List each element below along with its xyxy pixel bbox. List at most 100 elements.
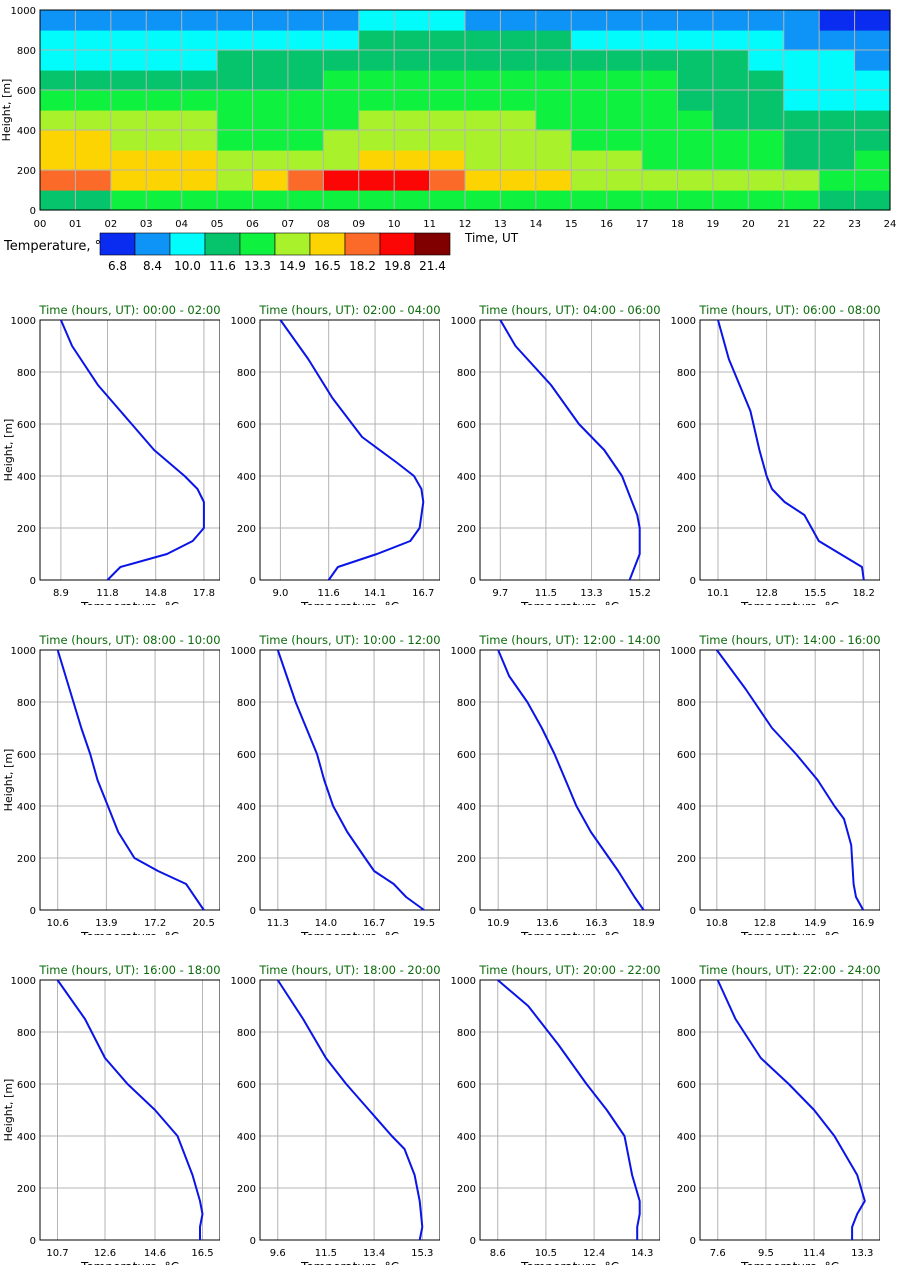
heatmap-cell <box>783 130 820 151</box>
profile-x-tick-label: 9.0 <box>272 588 288 599</box>
heatmap-cell <box>394 190 431 211</box>
heatmap-cell <box>252 190 289 211</box>
heatmap-cell <box>677 190 714 211</box>
heatmap-cell <box>571 70 608 91</box>
temperature-profile-chart: Time (hours, UT): 22:00 - 24:00 0 200 400 60… <box>671 963 880 1265</box>
heatmap-cell <box>748 190 785 211</box>
profile-y-tick-label: 1000 <box>671 316 696 327</box>
profile-title-prefix: Time (hours, UT): <box>38 963 142 977</box>
legend-swatch <box>169 232 206 256</box>
legend-swatch <box>99 232 136 256</box>
heatmap-cell <box>75 170 112 191</box>
heatmap-cell <box>819 10 856 31</box>
profile-title-prefix: Time (hours, UT): <box>698 303 802 317</box>
heatmap-cell <box>535 50 572 71</box>
profile-y-tick-label: 200 <box>17 1184 36 1195</box>
heatmap-cell <box>606 70 643 91</box>
legend-value-label: 10.0 <box>174 259 201 273</box>
heatmap-cell <box>642 170 679 191</box>
profile-y-tick-label: 0 <box>30 906 36 917</box>
profile-y-tick-label: 200 <box>457 854 476 865</box>
heatmap-cell <box>571 110 608 131</box>
heatmap-cell <box>712 150 749 171</box>
profile-x-tick-label: 10.9 <box>487 918 509 929</box>
heatmap-cell <box>323 150 360 171</box>
heatmap-cell <box>252 110 289 131</box>
profile-title-period: 14:00 - 16:00 <box>803 633 880 647</box>
heatmap-cell <box>146 70 183 91</box>
heatmap-cell <box>287 50 324 71</box>
profile-frame <box>479 979 660 1241</box>
profile-y-tick-label: 400 <box>237 802 256 813</box>
heatmap-cell <box>535 70 572 91</box>
heatmap-cell <box>854 50 891 71</box>
heatmap-cell <box>323 110 360 131</box>
profile-y-tick-label: 800 <box>237 698 256 709</box>
heatmap-cell <box>110 30 147 51</box>
profile-x-tick-label: 17.2 <box>144 918 166 929</box>
profile-y-tick-label: 0 <box>30 1236 36 1247</box>
profile-x-tick-label: 14.1 <box>364 588 386 599</box>
heatmap-cell <box>571 150 608 171</box>
heatmap-cell <box>358 30 395 51</box>
heatmap-cell <box>606 110 643 131</box>
profile-y-tick-label: 1000 <box>451 316 476 327</box>
profile-y-tick-label: 1000 <box>671 646 696 657</box>
profile-x-tick-label: 15.5 <box>804 588 826 599</box>
heatmap-x-tick-label: 21 <box>777 219 790 230</box>
profile-x-tick-label: 13.9 <box>95 918 117 929</box>
heatmap-cell <box>75 30 112 51</box>
heatmap-cell <box>252 30 289 51</box>
profile-x-tick-label: 11.6 <box>318 588 340 599</box>
heatmap-cell <box>606 30 643 51</box>
heatmap-x-tick-label: 07 <box>282 219 295 230</box>
heatmap-cell <box>287 10 324 31</box>
profile-x-tick-label: 14.3 <box>631 1248 653 1259</box>
heatmap-cell <box>854 90 891 111</box>
profile-title: Time (hours, UT): 20:00 - 22:00 <box>478 963 660 977</box>
heatmap-cell <box>571 170 608 191</box>
heatmap-x-tick-label: 22 <box>813 219 826 230</box>
profile-x-tick-label: 14.9 <box>804 918 826 929</box>
profile-y-tick-label: 200 <box>677 854 696 865</box>
heatmap-cell <box>819 150 856 171</box>
profile-y-tick-label: 800 <box>17 1028 36 1039</box>
heatmap-x-tick-label: 23 <box>848 219 861 230</box>
profile-y-tick-label: 400 <box>17 802 36 813</box>
heatmap-cells <box>40 10 891 211</box>
heatmap-cell <box>394 70 431 91</box>
heatmap-cell <box>712 30 749 51</box>
profile-y-tick-label: 600 <box>237 420 256 431</box>
heatmap-cell <box>465 170 502 191</box>
heatmap-cell <box>394 110 431 131</box>
profile-x-tick-label: 16.7 <box>412 588 434 599</box>
profile-y-tick-label: 1000 <box>671 976 696 987</box>
time-height-heatmap: 0 200 400 600 800 1000 00 01 02 03 04 05 06 07 08 09 10… <box>0 6 896 273</box>
heatmap-cell <box>712 90 749 111</box>
heatmap-cell <box>500 90 537 111</box>
heatmap-cell <box>748 130 785 151</box>
heatmap-cell <box>323 90 360 111</box>
heatmap-cell <box>323 70 360 91</box>
profile-x-axis-label: Temperature, °C <box>300 930 399 935</box>
profile-x-tick-label: 11.4 <box>803 1248 825 1259</box>
profile-title-period: 00:00 - 02:00 <box>143 303 220 317</box>
legend-title: Temperature, °C <box>3 239 110 254</box>
heatmap-cell <box>252 70 289 91</box>
profile-y-tick-label: 400 <box>17 1132 36 1143</box>
profile-title-period: 18:00 - 20:00 <box>363 963 440 977</box>
heatmap-cell <box>500 10 537 31</box>
heatmap-cell <box>712 170 749 191</box>
heatmap-cell <box>323 30 360 51</box>
profile-title: Time (hours, UT): 14:00 - 16:00 <box>698 633 880 647</box>
profile-x-tick-label: 10.1 <box>707 588 729 599</box>
heatmap-cell <box>287 150 324 171</box>
heatmap-cell <box>677 170 714 191</box>
legend-value-label: 11.6 <box>209 259 236 273</box>
profile-y-tick-label: 800 <box>677 698 696 709</box>
heatmap-cell <box>500 130 537 151</box>
heatmap-cell <box>606 130 643 151</box>
profile-y-tick-label: 400 <box>237 472 256 483</box>
profile-y-tick-label: 400 <box>677 802 696 813</box>
heatmap-cell <box>252 10 289 31</box>
